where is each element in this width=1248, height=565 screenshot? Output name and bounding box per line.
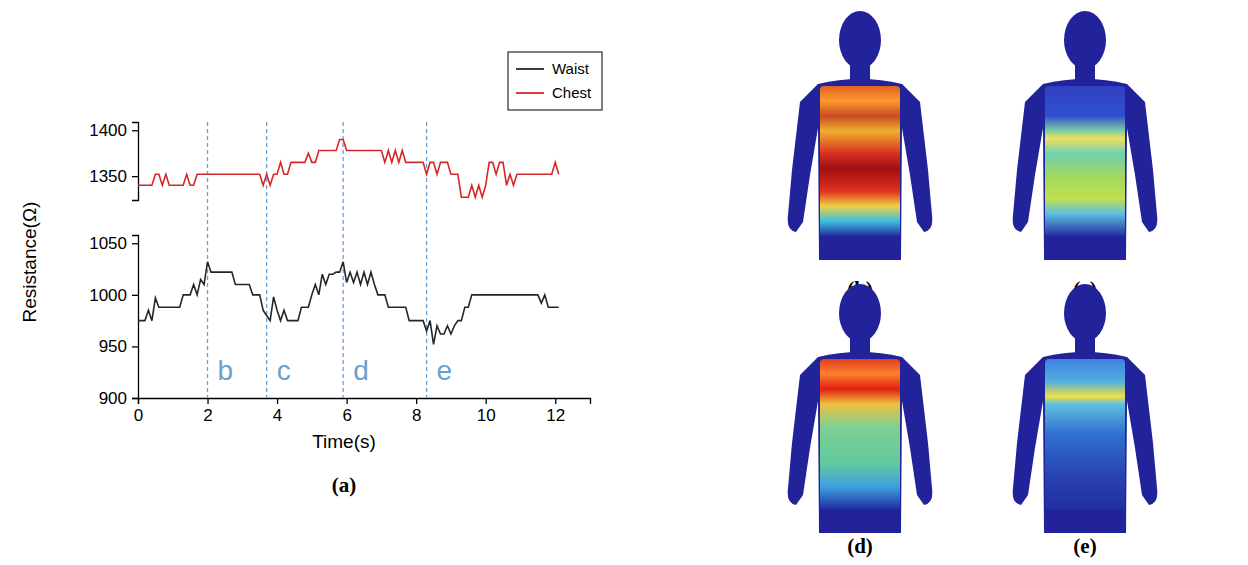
tick-label: 6 (342, 406, 351, 425)
tick-label: 4 (273, 406, 282, 425)
tick-label: 900 (99, 389, 127, 408)
tick-label: 12 (546, 406, 565, 425)
tick-mark (207, 398, 208, 404)
body-silhouette (1013, 352, 1158, 533)
legend-label: Chest (552, 84, 592, 101)
tick: 0 (134, 398, 143, 425)
annotation-line (342, 122, 343, 398)
tick-label: 10 (477, 406, 496, 425)
tick-label: 2 (203, 406, 212, 425)
panel-caption: (e) (1073, 534, 1096, 558)
tick-mark (132, 346, 138, 347)
tick: 1050 (89, 234, 138, 253)
legend-swatch (516, 68, 544, 70)
tick-label: 8 (412, 406, 421, 425)
tick: 10 (477, 398, 496, 425)
tick: 900 (99, 389, 138, 408)
axis-line (139, 399, 591, 405)
body-silhouette (788, 352, 933, 533)
x-axis-title: Time(s) (312, 431, 376, 452)
tick-mark (555, 398, 556, 404)
tick-mark (132, 295, 138, 296)
series-line (138, 262, 559, 345)
tick-label: 1400 (89, 121, 127, 140)
annotation-label: c (277, 355, 291, 386)
tick: 8 (412, 398, 421, 425)
tick-mark (277, 398, 278, 404)
tick-mark (132, 130, 138, 131)
legend: Waist Chest (508, 52, 602, 110)
tick-label: 1350 (89, 167, 127, 186)
tick: 12 (546, 398, 565, 425)
tick-mark (132, 398, 138, 399)
tick: 6 (342, 398, 351, 425)
body-head (1064, 284, 1106, 342)
tick-label: 1050 (89, 234, 127, 253)
legend-label: Waist (552, 60, 590, 77)
body-head (839, 11, 881, 69)
tick-label: 1000 (89, 286, 127, 305)
tick-mark (132, 243, 138, 244)
tick: 1350 (89, 167, 138, 186)
tick-mark (132, 176, 138, 177)
body-silhouette (788, 79, 933, 260)
heat-map (820, 86, 900, 236)
y-axis: 900 950 1000 1050 (89, 234, 138, 408)
series-line (138, 139, 559, 197)
annotation-label: b (218, 355, 234, 386)
tick: 950 (99, 337, 138, 356)
y-axis-title: Resistance(Ω) (19, 202, 40, 323)
annotation-line (426, 122, 427, 398)
tick-label: 950 (99, 337, 127, 356)
tick-label: 0 (134, 406, 143, 425)
body-head (1064, 11, 1106, 69)
x-axis: 0 2 4 6 8 10 12 (134, 398, 591, 425)
axis-line (132, 123, 139, 201)
tick: 2 (203, 398, 212, 425)
panel-caption: (a) (332, 473, 357, 497)
tick: 1000 (89, 286, 138, 305)
legend-box (508, 52, 602, 110)
figure: 0 2 4 6 8 10 12 900 950 1000 1050 1350 1400 Time(s) Re… (0, 0, 1248, 565)
tick: 4 (273, 398, 282, 425)
annotation-label: d (353, 355, 369, 386)
y2-axis: 1350 1400 (89, 121, 138, 200)
tick: 1400 (89, 121, 138, 140)
series-group (138, 262, 559, 345)
legend-swatch (516, 92, 544, 94)
annotation-label: e (437, 355, 453, 386)
body-silhouette (1013, 79, 1158, 260)
tick-mark (346, 398, 347, 404)
body-head (839, 284, 881, 342)
axis-line (132, 236, 139, 399)
tick-mark (416, 398, 417, 404)
body-image (1013, 11, 1158, 260)
tick-mark (486, 398, 487, 404)
body-image (1013, 284, 1158, 533)
panel-caption: (d) (847, 534, 873, 558)
heat-map (1045, 86, 1125, 236)
heat-map (1045, 359, 1125, 509)
heat-map (820, 359, 900, 509)
annotation-line (207, 122, 208, 398)
body-image (788, 284, 933, 533)
body-image (788, 11, 933, 260)
annotation-line (266, 122, 267, 398)
series-group (138, 139, 559, 197)
